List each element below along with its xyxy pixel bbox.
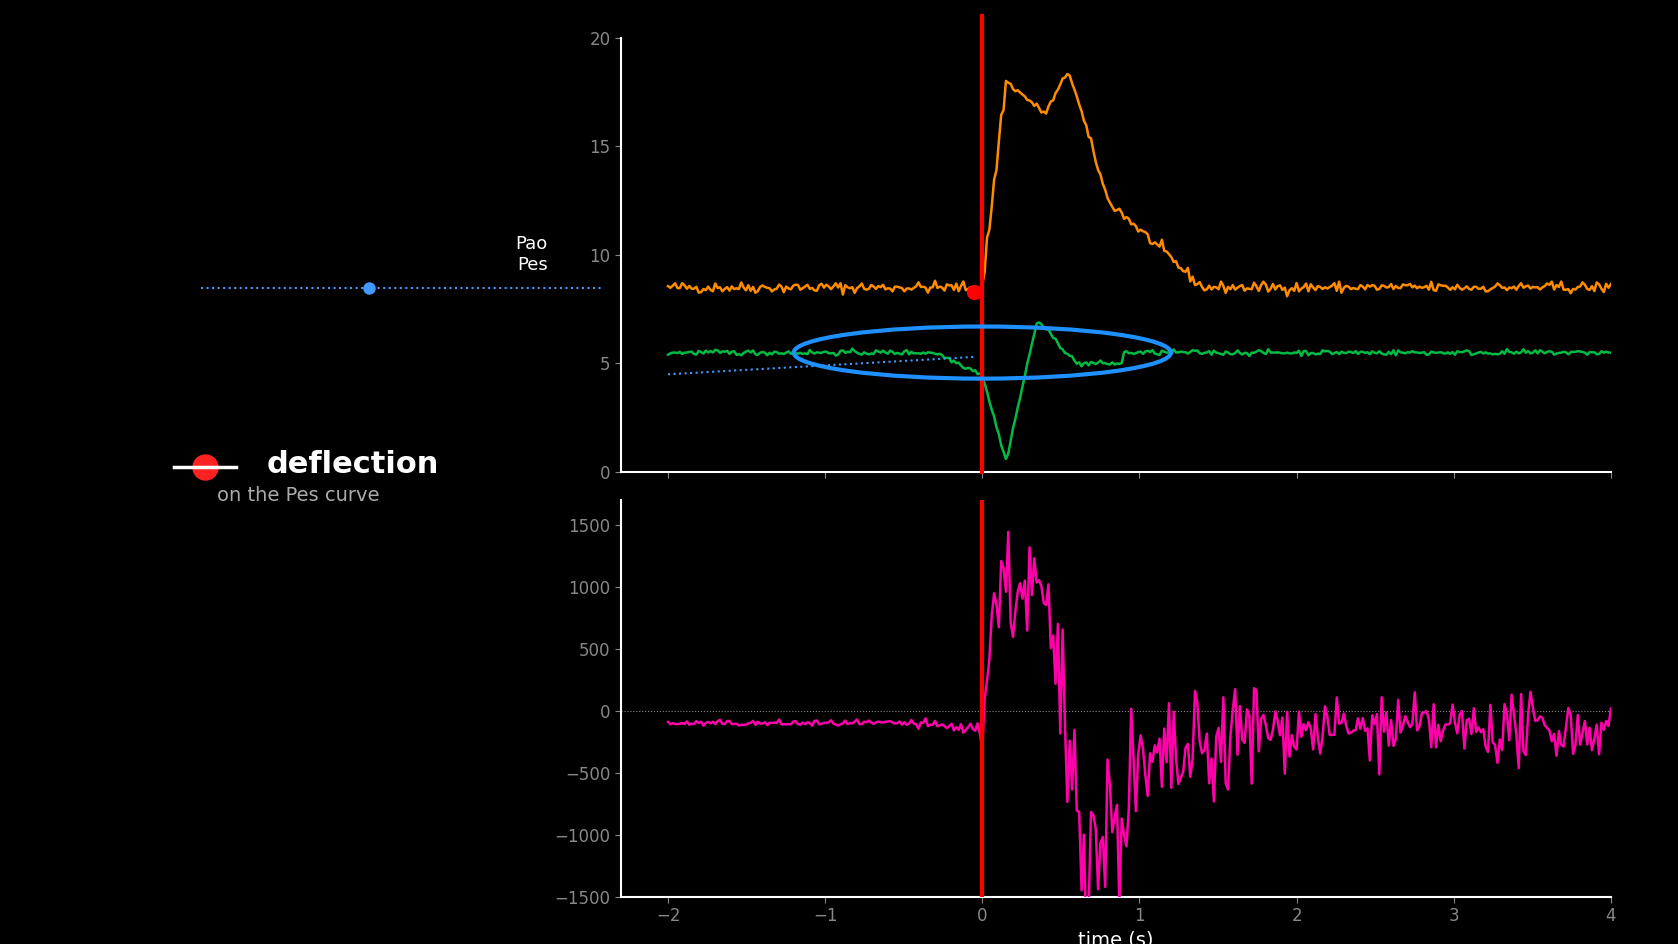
Y-axis label: Pao
Pes: Pao Pes	[515, 235, 547, 275]
Text: on the Pes curve: on the Pes curve	[216, 486, 379, 505]
Text: deflection: deflection	[267, 450, 440, 479]
X-axis label: time (s): time (s)	[1079, 931, 1153, 944]
